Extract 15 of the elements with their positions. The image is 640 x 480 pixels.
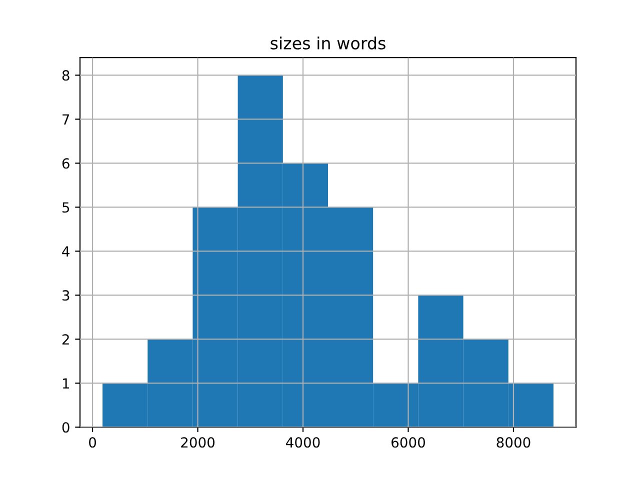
y-tick-label: 3 bbox=[62, 290, 70, 301]
y-tick-label: 0 bbox=[62, 422, 70, 433]
y-tick-label: 8 bbox=[62, 70, 70, 81]
y-tick-label: 2 bbox=[62, 334, 69, 344]
x-tick-label: 2000 bbox=[181, 437, 215, 448]
chart-title: sizes in words bbox=[270, 36, 386, 50]
x-tick-label: 0 bbox=[89, 437, 96, 448]
x-tick-label: 8000 bbox=[496, 437, 530, 448]
x-tick-label: 4000 bbox=[286, 437, 320, 448]
y-tick-label: 7 bbox=[62, 114, 70, 124]
y-tick-label: 4 bbox=[62, 246, 70, 256]
y-tick-label: 5 bbox=[62, 202, 70, 213]
y-tick-label: 6 bbox=[62, 158, 70, 169]
x-tick-label: 6000 bbox=[392, 437, 425, 448]
y-tick-label: 1 bbox=[62, 378, 69, 388]
